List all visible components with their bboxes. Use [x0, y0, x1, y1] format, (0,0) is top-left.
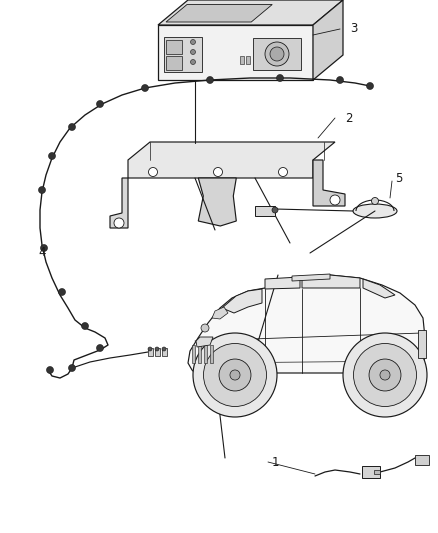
Bar	[418, 330, 426, 358]
Polygon shape	[166, 4, 272, 22]
Circle shape	[141, 85, 148, 92]
Circle shape	[343, 333, 427, 417]
Polygon shape	[110, 178, 128, 228]
Polygon shape	[196, 337, 213, 347]
Text: 5: 5	[395, 172, 403, 184]
Polygon shape	[128, 142, 335, 178]
Circle shape	[191, 50, 195, 54]
Circle shape	[191, 39, 195, 44]
Bar	[166, 40, 182, 54]
Circle shape	[353, 343, 417, 407]
Polygon shape	[313, 0, 343, 80]
Circle shape	[369, 359, 401, 391]
Bar	[164, 37, 202, 72]
Text: 3: 3	[350, 22, 357, 36]
Circle shape	[272, 207, 278, 213]
Polygon shape	[158, 0, 343, 25]
Circle shape	[367, 83, 374, 90]
Polygon shape	[265, 277, 300, 289]
Circle shape	[371, 198, 378, 205]
Text: 2: 2	[345, 111, 353, 125]
Circle shape	[68, 124, 75, 131]
Circle shape	[279, 167, 287, 176]
Polygon shape	[198, 178, 236, 226]
Circle shape	[148, 167, 158, 176]
Circle shape	[68, 365, 75, 372]
Ellipse shape	[353, 204, 397, 218]
Polygon shape	[158, 25, 313, 80]
Circle shape	[380, 370, 390, 380]
Polygon shape	[363, 279, 395, 298]
Circle shape	[204, 343, 266, 407]
Polygon shape	[313, 160, 345, 206]
Circle shape	[336, 77, 343, 84]
Bar	[162, 348, 167, 356]
Bar	[148, 348, 153, 356]
Circle shape	[59, 288, 66, 295]
Circle shape	[96, 101, 103, 108]
Circle shape	[193, 333, 277, 417]
Circle shape	[148, 347, 152, 351]
Polygon shape	[292, 274, 330, 281]
Circle shape	[276, 75, 283, 82]
Polygon shape	[212, 307, 228, 319]
Bar	[362, 466, 380, 478]
Bar	[255, 206, 275, 216]
Bar	[155, 348, 160, 356]
Circle shape	[270, 47, 284, 61]
Circle shape	[40, 245, 47, 252]
Bar	[374, 470, 380, 474]
Text: 1: 1	[272, 456, 279, 469]
Bar	[240, 56, 244, 64]
Bar	[210, 345, 213, 363]
Bar	[415, 455, 429, 465]
Circle shape	[219, 359, 251, 391]
Text: 4: 4	[38, 246, 46, 259]
Bar	[253, 38, 301, 70]
Circle shape	[162, 347, 166, 351]
Circle shape	[114, 218, 124, 228]
Polygon shape	[302, 275, 360, 288]
Polygon shape	[222, 289, 262, 313]
Circle shape	[201, 324, 209, 332]
Circle shape	[265, 42, 289, 66]
Circle shape	[330, 195, 340, 205]
Circle shape	[46, 367, 53, 374]
Bar	[192, 345, 195, 363]
Circle shape	[81, 322, 88, 329]
Circle shape	[49, 152, 56, 159]
Circle shape	[213, 167, 223, 176]
Bar	[166, 56, 182, 70]
Circle shape	[39, 187, 46, 193]
Bar	[246, 56, 250, 64]
Circle shape	[206, 77, 213, 84]
Polygon shape	[188, 275, 425, 373]
Bar	[198, 345, 201, 363]
Bar	[204, 345, 207, 363]
Circle shape	[191, 60, 195, 64]
Circle shape	[96, 344, 103, 351]
Circle shape	[155, 347, 159, 351]
Circle shape	[230, 370, 240, 380]
